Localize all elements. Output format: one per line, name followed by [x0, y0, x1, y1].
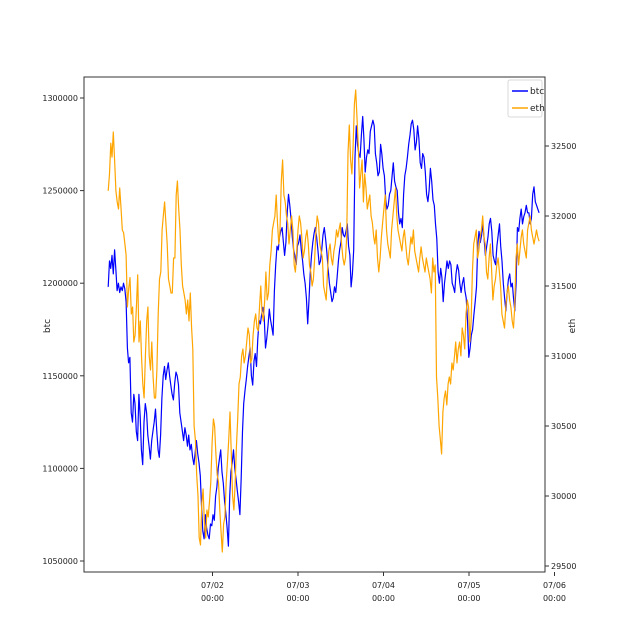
y-left-tick-label: 1300000 [42, 94, 78, 103]
x-tick-label: 07/02 [201, 581, 224, 590]
plot-area [84, 77, 545, 572]
y-axis-right: 29500 30000 30500 31000 31500 32000 32500 [545, 142, 576, 571]
y-left-tick-label: 1200000 [42, 279, 78, 288]
x-tick-label: 00:00 [201, 594, 224, 603]
y-axis-right-label: eth [568, 319, 578, 334]
y-left-tick-label: 1150000 [42, 372, 78, 381]
legend-btc-label: btc [530, 87, 544, 97]
plot-frame [83, 76, 546, 573]
y-right-tick-label: 29500 [551, 562, 576, 571]
series-layer [107, 89, 540, 553]
btc-line [107, 115, 540, 547]
y-right-tick-label: 31000 [551, 352, 576, 361]
y-axis-left-label: btc [43, 319, 53, 333]
y-left-tick-label: 1250000 [42, 187, 78, 196]
y-left-tick-label: 1050000 [42, 557, 78, 566]
y-right-tick-label: 31500 [551, 282, 576, 291]
y-axis-left: 1050000 1100000 1150000 1200000 1250000 13000… [42, 94, 84, 566]
x-tick-label: 07/05 [457, 581, 480, 590]
y-right-tick-label: 30000 [551, 492, 576, 501]
x-tick-label: 07/03 [286, 581, 309, 590]
y-right-tick-label: 32500 [551, 142, 576, 151]
x-tick-label: 00:00 [457, 594, 480, 603]
legend: btc eth [507, 79, 545, 118]
x-tick-label: 07/06 [543, 581, 566, 590]
x-tick-label: 00:00 [372, 594, 395, 603]
y-left-tick-label: 1100000 [42, 464, 78, 473]
x-tick-label: 07/04 [372, 581, 395, 590]
y-right-tick-label: 30500 [551, 422, 576, 431]
eth-line [107, 89, 540, 553]
y-right-tick-label: 32000 [551, 212, 576, 221]
legend-eth-label: eth [530, 104, 545, 114]
x-tick-label: 00:00 [286, 594, 309, 603]
x-axis: 07/02 00:00 07/03 00:00 07/04 00:00 07/05 00:00… [201, 572, 566, 603]
x-tick-label: 00:00 [543, 594, 566, 603]
